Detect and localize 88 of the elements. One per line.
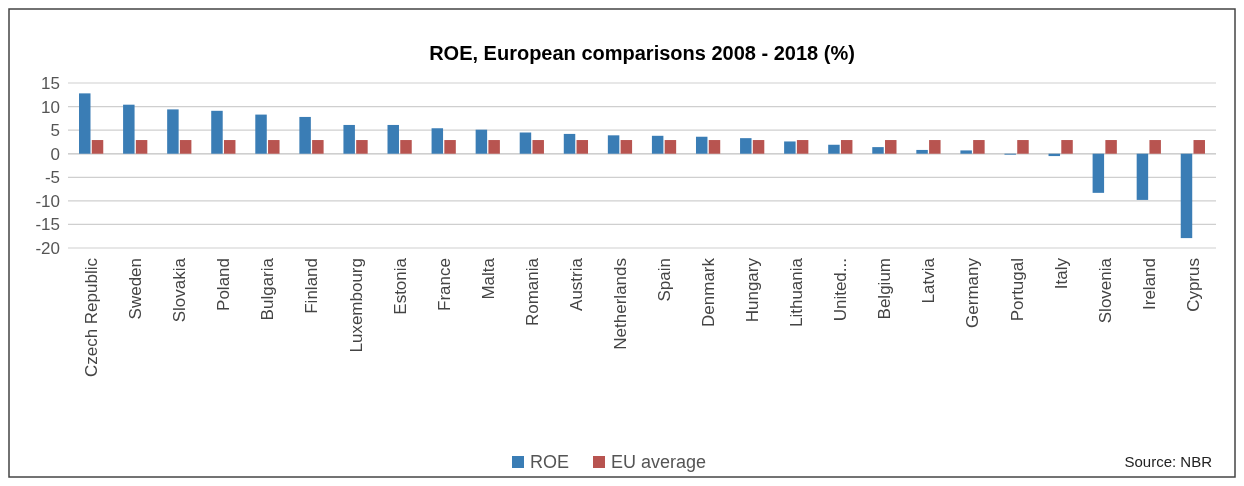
x-tick-label: Germany [963,257,983,328]
bar [1180,153,1193,239]
bar [123,104,135,154]
chart-title: ROE, European comparisons 2008 - 2018 (%) [429,42,855,64]
x-tick-label: Belgium [875,258,895,320]
x-tick-label: France [434,258,454,311]
bar [444,140,456,154]
bar [211,110,223,154]
x-tick-label: Slovenia [1095,257,1115,324]
x-tick-label: Czech Republic [82,257,102,378]
x-tick-label: Lithuania [787,257,807,328]
bar [840,140,853,154]
bar [973,140,985,154]
bar [1136,153,1149,200]
y-tick-label: -20 [35,238,60,258]
x-tick-label: Romania [522,257,542,327]
bar [828,144,840,154]
x-tick-label: Finland [302,258,322,314]
x-tick-label: United... [831,258,851,322]
bar [387,124,399,154]
bar [343,124,355,154]
bar [1061,140,1073,154]
x-tick-label: Netherlands [610,258,630,350]
bar [179,140,192,154]
bar [740,138,752,154]
bar [960,150,972,154]
x-tick-label: Latvia [919,257,939,304]
x-tick-label: Luxembourg [346,258,366,353]
bar [1017,140,1029,154]
y-tick-label: 10 [41,97,60,117]
x-tick-label: Slovakia [170,257,190,323]
bar [1149,140,1161,154]
bar [872,147,884,154]
bar [576,140,589,154]
x-tick-label: Estonia [390,257,410,315]
x-tick-label: Italy [1051,257,1071,290]
bar [796,140,809,154]
x-tick-label: Malta [478,257,498,300]
legend-label: ROE [530,452,570,473]
bar [620,140,633,154]
x-tick-label: Cyprus [1183,258,1203,312]
bar [135,140,148,154]
bar [1092,153,1105,193]
bar [708,140,721,154]
y-tick-label: 15 [41,73,60,93]
bar [532,140,544,154]
bar [268,140,280,154]
bar [312,140,324,154]
bar [488,140,500,154]
bar [431,128,444,154]
y-tick-label: -10 [35,191,60,211]
bar [255,114,267,154]
bar [223,140,236,154]
bar [885,140,897,154]
x-tick-label: Ireland [1139,258,1159,310]
bar [752,140,765,154]
x-tick-label: Denmark [699,257,719,327]
bar [356,140,368,154]
x-tick-label: Poland [214,258,234,311]
y-tick-label: -5 [44,168,60,188]
x-tick-label: Hungary [743,257,763,323]
bar [1105,140,1117,154]
bar [475,129,488,154]
bar [563,133,576,154]
x-tick-label: Sweden [126,258,146,320]
bar [1193,140,1205,154]
bar [79,93,91,154]
source-note: Source: NBR [1124,453,1213,471]
bar [91,140,104,154]
bar [167,109,179,154]
bar [400,140,412,154]
bar [695,136,708,154]
bar [916,149,928,154]
bar [519,132,532,154]
bar [929,140,941,154]
x-tick-label: Spain [654,258,674,302]
x-tick-label: Austria [566,257,586,311]
bar [651,135,664,154]
y-tick-label: -15 [35,215,60,235]
y-tick-label: 5 [50,121,60,141]
bar [299,116,311,154]
y-tick-label: 0 [50,144,60,164]
bar [607,135,620,154]
bar [664,140,677,154]
x-tick-label: Bulgaria [258,257,278,321]
bar [784,141,796,154]
legend-label: EU average [611,452,707,473]
x-tick-label: Portugal [1007,258,1027,322]
